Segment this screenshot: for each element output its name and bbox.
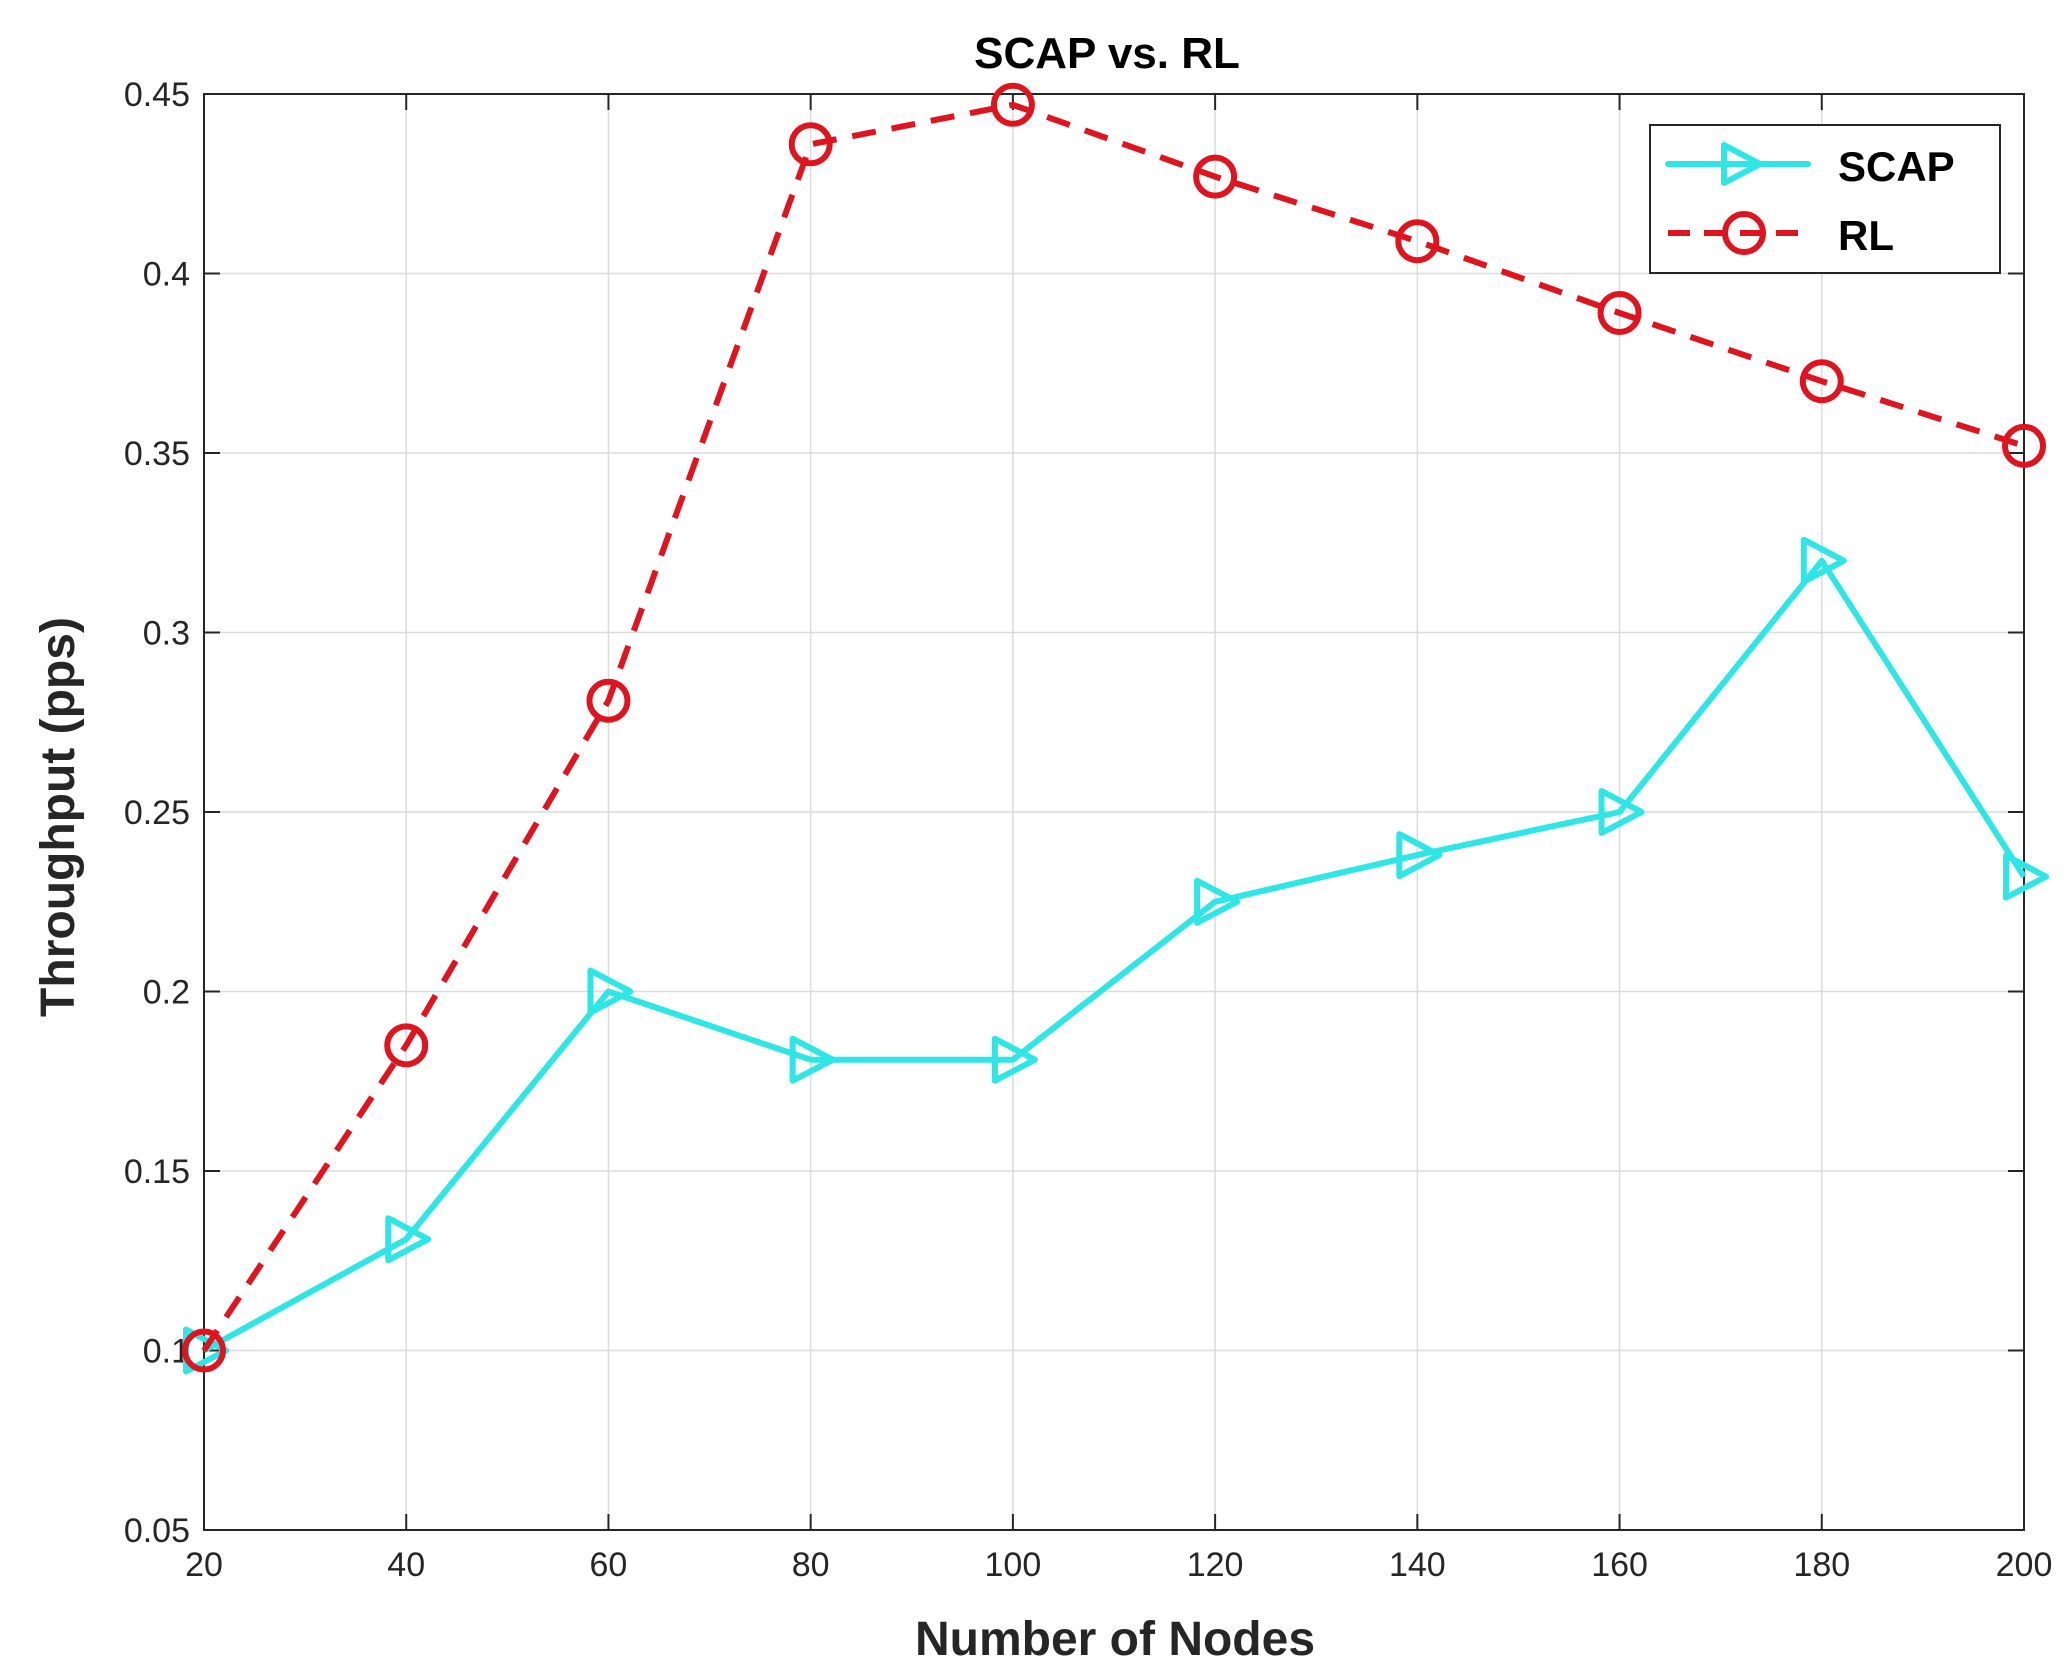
x-tick-label: 160: [1591, 1546, 1648, 1584]
grid-lines: [203, 93, 2025, 1531]
x-tick-label: 80: [792, 1546, 830, 1584]
data-point-rl: [1193, 154, 1238, 199]
x-tick-label: 20: [185, 1546, 223, 1584]
data-point-rl: [1597, 290, 1642, 335]
data-point-rl: [788, 122, 833, 167]
series-line-scap: [202, 557, 2027, 1354]
legend-entry-rl: RL: [1668, 211, 1894, 259]
y-tick-label: 0.15: [124, 1153, 190, 1191]
x-tick-label: 120: [1187, 1546, 1244, 1584]
x-tick-label: 140: [1389, 1546, 1446, 1584]
series-line-rl: [201, 101, 2025, 1353]
legend-entry-scap: SCAP: [1665, 142, 1955, 190]
data-point-rl: [990, 82, 1035, 127]
data-point-scap: [1800, 536, 1847, 585]
legend-marker-scap-triangle-right-icon: [1721, 142, 1763, 186]
data-point-rl: [586, 678, 631, 723]
x-tick-label: 200: [1996, 1546, 2053, 1584]
legend-label-rl: RL: [1838, 212, 1894, 259]
data-point-scap: [587, 967, 634, 1016]
chart-legend: SCAP RL: [1649, 124, 2001, 274]
x-tick-label: 180: [1793, 1546, 1850, 1584]
data-point-rl: [182, 1328, 226, 1373]
y-tick-label: 0.3: [143, 615, 190, 653]
data-point-scap: [789, 1035, 836, 1084]
legend-box: [1649, 124, 2001, 274]
data-point-scap: [1194, 877, 1241, 926]
y-tick-label: 0.35: [124, 435, 190, 473]
chart-title: SCAP vs. RL: [974, 29, 1240, 78]
y-axis-label: Throughput (pps): [32, 617, 85, 1017]
x-tick-label: 100: [985, 1546, 1042, 1584]
legend-label-scap: SCAP: [1838, 143, 1955, 190]
data-point-rl: [1799, 359, 1844, 404]
y-tick-label: 0.2: [143, 974, 190, 1012]
x-tick-label: 60: [590, 1546, 628, 1584]
data-point-scap: [385, 1215, 432, 1264]
legend-marker-rl-circle-icon: [1722, 211, 1766, 255]
x-axis-label: Number of Nodes: [915, 1613, 1315, 1666]
axis-ticks: 20 40 60 80 100 120 140 160 180 2000.050.10.150.2…: [124, 76, 2053, 1584]
series-group: [182, 82, 2049, 1375]
data-point-scap: [1396, 831, 1443, 880]
data-point-scap: [991, 1035, 1038, 1084]
data-point-rl: [1395, 219, 1440, 264]
y-tick-label: 0.05: [124, 1512, 190, 1550]
series-scap: [183, 536, 2049, 1375]
data-point-rl: [2002, 423, 2046, 468]
y-tick-label: 0.25: [124, 794, 190, 832]
y-tick-label: 0.4: [143, 256, 190, 294]
series-rl: [182, 82, 2046, 1373]
y-tick-label: 0.45: [124, 76, 190, 114]
data-point-scap: [2003, 852, 2049, 901]
x-tick-label: 40: [387, 1546, 425, 1584]
data-point-scap: [1598, 788, 1645, 836]
data-point-rl: [384, 1023, 429, 1068]
